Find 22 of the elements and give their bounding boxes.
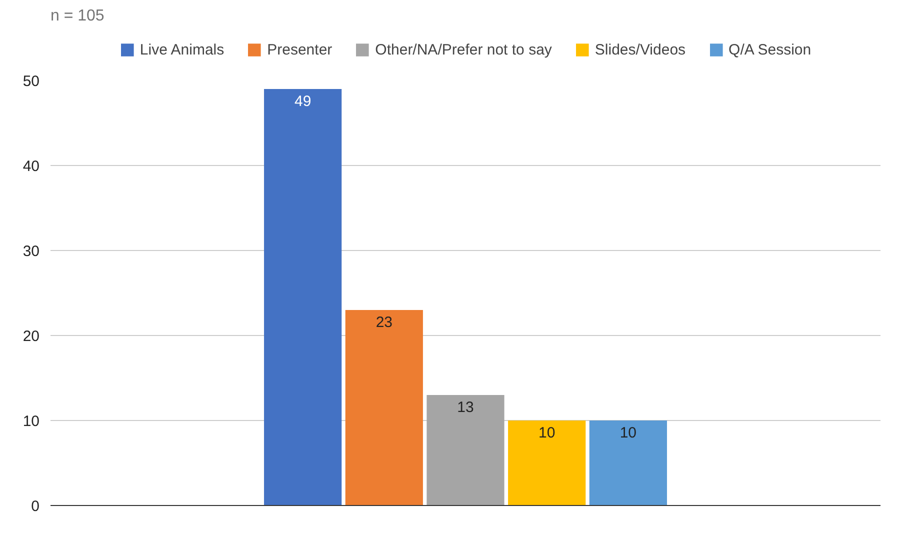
y-tick-label: 40 xyxy=(22,158,40,175)
bar xyxy=(426,395,504,506)
data-label: 23 xyxy=(376,314,393,331)
y-tick-label: 50 xyxy=(22,73,40,90)
data-label: 10 xyxy=(620,424,637,442)
bar xyxy=(264,89,342,506)
y-tick-label: 30 xyxy=(22,243,40,260)
y-tick-label: 0 xyxy=(31,498,40,515)
legend-label: Presenter xyxy=(267,41,332,58)
legend-label: Q/A Session xyxy=(728,41,812,58)
bar xyxy=(345,310,423,506)
y-tick-label: 20 xyxy=(22,328,40,345)
data-label: 13 xyxy=(457,399,474,416)
bar xyxy=(589,420,667,506)
legend-label: Live Animals xyxy=(140,41,224,58)
y-tick-label: 10 xyxy=(22,413,40,430)
data-label: 49 xyxy=(294,93,312,110)
legend-label: Slides/Videos xyxy=(594,41,686,58)
chart-title: n = 105 xyxy=(50,8,104,24)
bar xyxy=(508,420,586,506)
legend-label: Other/NA/Prefer not to say xyxy=(375,41,552,58)
data-label: 10 xyxy=(538,424,556,442)
